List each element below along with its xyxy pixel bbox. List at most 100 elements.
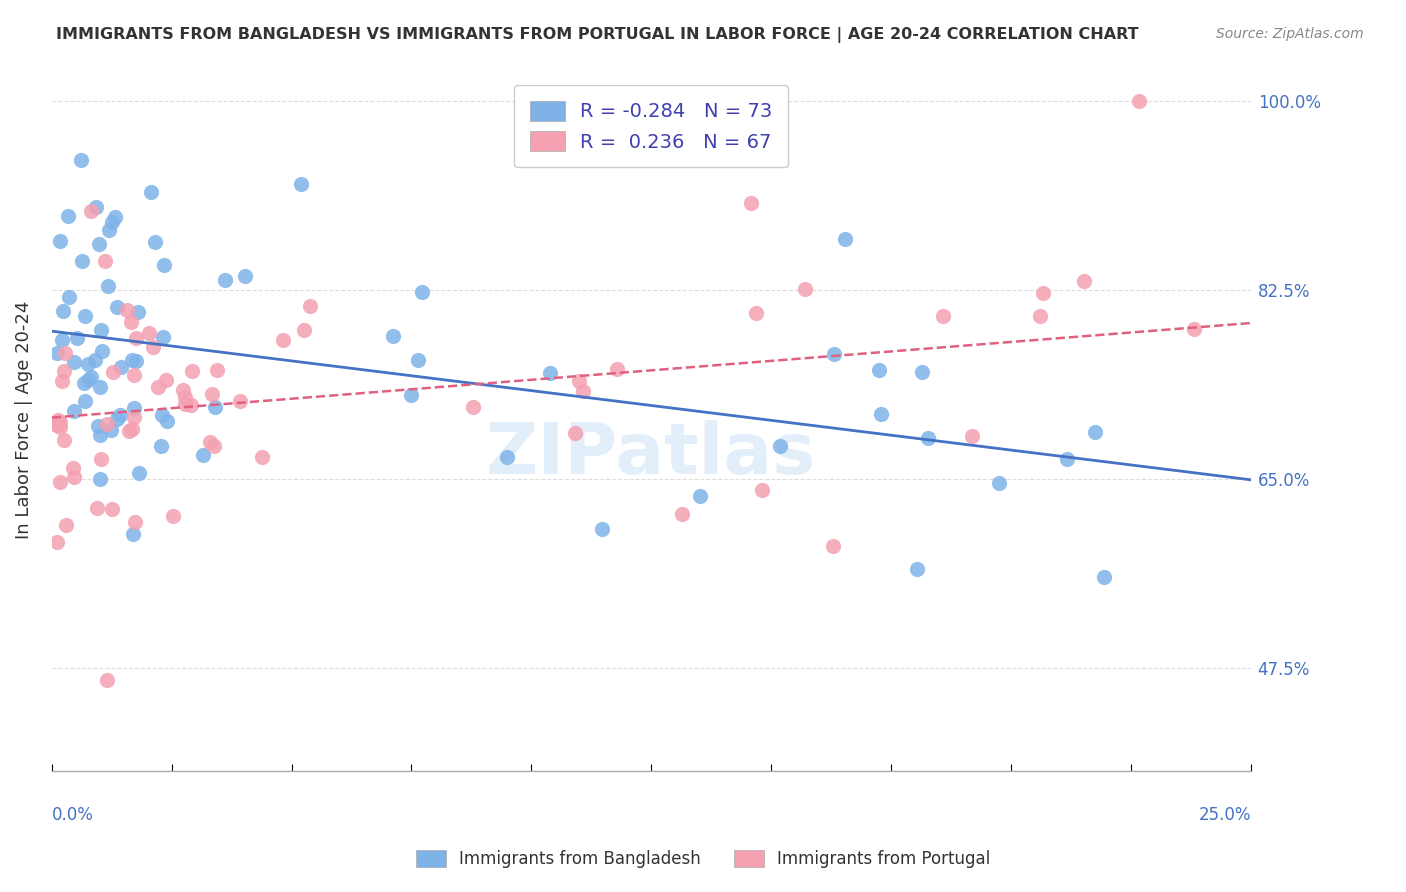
Point <box>52 304 75 318</box>
Legend: R = -0.284   N = 73, R =  0.236   N = 67: R = -0.284 N = 73, R = 0.236 N = 67 <box>515 86 789 167</box>
Point <box>174 390 197 404</box>
Text: ZIPatlas: ZIPatlas <box>486 420 817 490</box>
Point <box>105 412 128 426</box>
Point <box>156 414 179 428</box>
Point <box>105 300 128 314</box>
Point <box>793 282 815 296</box>
Point <box>58 290 80 304</box>
Point <box>63 404 86 418</box>
Point <box>66 331 89 345</box>
Point <box>96 417 118 431</box>
Point <box>97 223 120 237</box>
Point <box>292 323 315 337</box>
Point <box>51 333 73 347</box>
Point <box>150 439 173 453</box>
Point <box>70 153 93 167</box>
Point <box>905 561 928 575</box>
Point <box>298 299 321 313</box>
Point <box>93 254 115 268</box>
Point <box>73 393 96 408</box>
Point <box>290 177 312 191</box>
Point <box>104 210 127 224</box>
Point <box>250 450 273 465</box>
Point <box>89 380 111 394</box>
Point <box>572 384 595 398</box>
Point <box>49 420 72 434</box>
Point <box>45 417 67 432</box>
Point <box>63 355 86 369</box>
Point <box>1182 322 1205 336</box>
Point <box>86 501 108 516</box>
Point <box>45 417 67 432</box>
Point <box>1073 274 1095 288</box>
Point <box>823 347 845 361</box>
Point <box>198 435 221 450</box>
Point <box>138 326 160 340</box>
Point <box>97 278 120 293</box>
Point <box>564 426 586 441</box>
Point <box>121 353 143 368</box>
Point <box>152 409 174 423</box>
Point <box>128 466 150 480</box>
Text: Source: ZipAtlas.com: Source: ZipAtlas.com <box>1216 27 1364 41</box>
Point <box>55 518 77 533</box>
Point <box>411 285 433 300</box>
Point <box>191 448 214 462</box>
Point <box>141 185 163 199</box>
Point <box>53 434 76 448</box>
Point <box>48 475 70 490</box>
Point <box>53 345 76 359</box>
Point <box>591 522 613 536</box>
Point <box>214 273 236 287</box>
Point <box>84 200 107 214</box>
Point <box>89 472 111 486</box>
Point <box>671 508 693 522</box>
Point <box>58 209 80 223</box>
Point <box>744 306 766 320</box>
Point <box>538 366 561 380</box>
Point <box>740 196 762 211</box>
Point <box>1092 570 1115 584</box>
Point <box>162 508 184 523</box>
Point <box>146 380 169 394</box>
Point <box>125 353 148 368</box>
Point <box>751 483 773 498</box>
Point <box>868 363 890 377</box>
Point <box>229 394 252 409</box>
Point <box>101 365 124 379</box>
Point <box>120 315 142 329</box>
Point <box>121 422 143 436</box>
Point <box>90 323 112 337</box>
Point <box>202 439 225 453</box>
Text: 25.0%: 25.0% <box>1198 806 1251 824</box>
Point <box>205 363 228 377</box>
Point <box>63 470 86 484</box>
Point <box>122 368 145 382</box>
Point <box>1128 94 1150 108</box>
Point <box>143 235 166 249</box>
Point <box>381 329 404 343</box>
Point <box>127 304 149 318</box>
Point <box>870 407 893 421</box>
Point <box>110 360 132 375</box>
Point <box>1056 452 1078 467</box>
Point <box>53 364 76 378</box>
Point <box>689 489 711 503</box>
Point <box>51 375 73 389</box>
Point <box>987 475 1010 490</box>
Point <box>62 461 84 475</box>
Point <box>1032 286 1054 301</box>
Point <box>917 431 939 445</box>
Point <box>155 373 177 387</box>
Point <box>461 401 484 415</box>
Y-axis label: In Labor Force | Age 20-24: In Labor Force | Age 20-24 <box>15 301 32 539</box>
Point <box>75 310 97 324</box>
Point <box>118 424 141 438</box>
Point <box>834 232 856 246</box>
Text: IMMIGRANTS FROM BANGLADESH VS IMMIGRANTS FROM PORTUGAL IN LABOR FORCE | AGE 20-2: IMMIGRANTS FROM BANGLADESH VS IMMIGRANTS… <box>56 27 1139 43</box>
Point <box>100 423 122 437</box>
Point <box>932 309 955 323</box>
Point <box>1029 310 1052 324</box>
Point <box>124 331 146 345</box>
Point <box>174 396 197 410</box>
